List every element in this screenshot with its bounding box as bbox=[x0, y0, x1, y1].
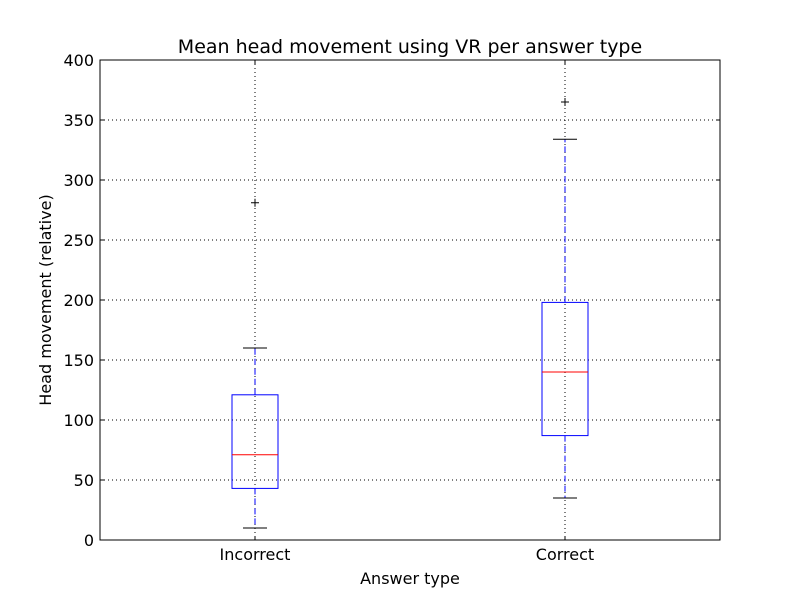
outlier-marker bbox=[561, 98, 569, 106]
chart-title: Mean head movement using VR per answer t… bbox=[178, 36, 642, 58]
interquartile-box bbox=[231, 394, 279, 489]
y-tick-label: 200 bbox=[63, 291, 94, 310]
box-incorrect bbox=[231, 198, 279, 529]
interquartile-box bbox=[541, 301, 589, 437]
y-tick-label: 100 bbox=[63, 411, 94, 430]
y-tick-label: 50 bbox=[74, 471, 94, 490]
box-series bbox=[231, 98, 589, 529]
x-axis-label: Answer type bbox=[360, 569, 460, 588]
y-tick-label: 400 bbox=[63, 51, 94, 70]
grid-lines bbox=[100, 60, 720, 540]
x-tick-label: Incorrect bbox=[220, 545, 291, 564]
y-tick-label: 250 bbox=[63, 231, 94, 250]
y-tick-label: 300 bbox=[63, 171, 94, 190]
x-tick-label: Correct bbox=[536, 545, 594, 564]
axis-ticks: 0 50 100 150 200 250 300 350 400 Incorrect Correct bbox=[63, 51, 720, 564]
y-tick-label: 0 bbox=[84, 531, 94, 550]
y-tick-label: 350 bbox=[63, 111, 94, 130]
y-tick-label: 150 bbox=[63, 351, 94, 370]
y-axis-label: Head movement (relative) bbox=[36, 194, 55, 405]
box-correct bbox=[541, 98, 589, 499]
outlier-marker bbox=[251, 198, 259, 207]
